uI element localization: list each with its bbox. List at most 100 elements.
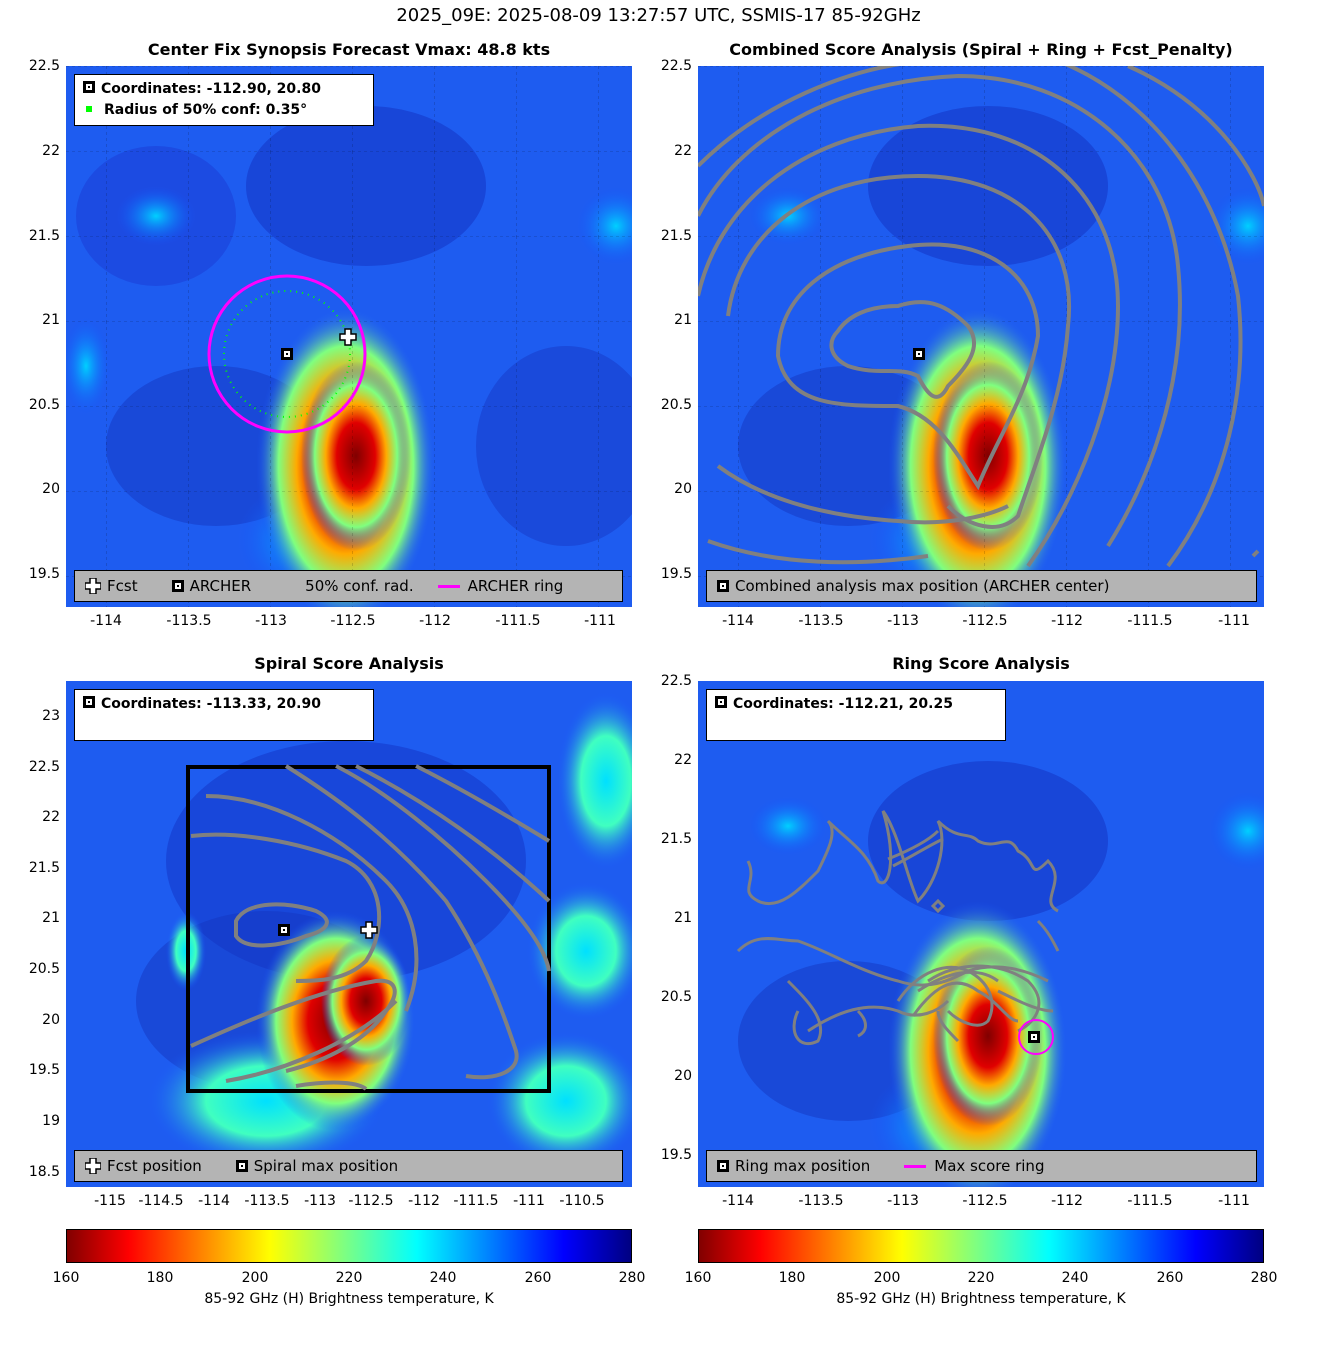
legend-conf: 50% conf. rad.	[305, 577, 414, 595]
xtick: -113	[304, 1193, 336, 1209]
ring-max-marker	[1028, 1031, 1040, 1043]
xtick: -113	[887, 613, 919, 629]
ytick: 21	[674, 910, 692, 926]
cb-tick: 200	[873, 1270, 901, 1286]
synopsis-plot: Coordinates: -112.90, 20.80 Radius of 50…	[66, 66, 632, 607]
legend-max-ring: Max score ring	[934, 1157, 1045, 1175]
synopsis-coords: Coordinates: -112.90, 20.80	[101, 81, 321, 97]
ring-info-box: Coordinates: -112.21, 20.25	[706, 689, 1006, 741]
archer-legend-icon	[171, 580, 184, 592]
xtick: -111.5	[1127, 1193, 1173, 1209]
ytick: 21.5	[660, 831, 692, 847]
ytick: 21.5	[28, 228, 60, 244]
ring-max-legend-icon	[717, 1160, 729, 1172]
xtick: -113.5	[798, 613, 844, 629]
colorbar-right	[698, 1229, 1264, 1263]
cb-tick: 240	[1061, 1270, 1089, 1286]
legend-spiral-max: Spiral max position	[253, 1157, 399, 1175]
xtick: -112.5	[348, 1193, 394, 1209]
ytick: 21.5	[28, 860, 60, 876]
figure-title: 2025_09E: 2025-08-09 13:27:57 UTC, SSMIS…	[396, 5, 921, 26]
ring-contours	[736, 810, 1060, 1046]
combined-heatmap	[698, 66, 1264, 607]
spiral-fcst-marker	[360, 921, 378, 939]
ytick: 20	[42, 481, 60, 497]
synopsis-heatmap	[66, 66, 632, 607]
xtick: -112	[1051, 1193, 1083, 1209]
ytick: 20.5	[28, 961, 60, 977]
max-ring-legend-icon	[904, 1164, 927, 1168]
ytick: 21	[674, 312, 692, 328]
ytick: 22	[674, 752, 692, 768]
ytick: 22	[42, 809, 60, 825]
combined-max-marker	[913, 348, 925, 360]
max-score-ring	[1018, 1019, 1054, 1055]
spiral-fcst-legend-icon	[84, 1157, 102, 1175]
colorbar-left-label: 85-92 GHz (H) Brightness temperature, K	[204, 1291, 494, 1307]
combined-legend: Combined analysis max position (ARCHER c…	[706, 570, 1257, 602]
xtick: -111.5	[495, 613, 541, 629]
spiral-contours	[190, 764, 551, 1091]
colorbar-left	[66, 1229, 632, 1263]
combined-plot: Combined analysis max position (ARCHER c…	[698, 66, 1264, 607]
spiral-plot: Coordinates: -113.33, 20.90 Fcst positio…	[66, 681, 632, 1187]
cb-tick: 160	[684, 1270, 712, 1286]
combined-contours	[698, 66, 1264, 568]
cb-tick: 200	[241, 1270, 269, 1286]
colorbar-right-label: 85-92 GHz (H) Brightness temperature, K	[836, 1291, 1126, 1307]
ytick: 21	[42, 312, 60, 328]
legend-ring: ARCHER ring	[467, 577, 564, 595]
cb-tick: 280	[618, 1270, 646, 1286]
cb-tick: 280	[1250, 1270, 1278, 1286]
xtick: -114	[198, 1193, 230, 1209]
ring-legend-icon	[437, 584, 460, 588]
xtick: -113.5	[798, 1193, 844, 1209]
ytick: 19.5	[28, 1062, 60, 1078]
spiral-legend: Fcst position Spiral max position	[74, 1150, 623, 1182]
xtick: -111	[584, 613, 616, 629]
xtick: -114	[722, 1193, 754, 1209]
synopsis-title: Center Fix Synopsis Forecast Vmax: 48.8 …	[147, 40, 551, 59]
legend-ring-max: Ring max position	[735, 1157, 871, 1175]
ytick: 21.5	[660, 228, 692, 244]
xtick: -112	[1051, 613, 1083, 629]
xtick: -114.5	[138, 1193, 184, 1209]
synopsis-radius: Radius of 50% conf: 0.35°	[104, 102, 308, 118]
xtick: -113.5	[166, 613, 212, 629]
xtick: -110.5	[559, 1193, 605, 1209]
combined-legend-icon	[717, 580, 729, 592]
ytick: 22.5	[28, 58, 60, 74]
legend-fcst: Fcst	[107, 577, 138, 595]
ring-title: Ring Score Analysis	[892, 654, 1070, 673]
xtick: -113.5	[244, 1193, 290, 1209]
ytick: 22.5	[660, 58, 692, 74]
spiral-coords: Coordinates: -113.33, 20.90	[101, 696, 321, 712]
ring-plot: Coordinates: -112.21, 20.25 Ring max pos…	[698, 681, 1264, 1187]
cb-tick: 180	[778, 1270, 806, 1286]
cb-tick: 220	[335, 1270, 363, 1286]
ytick: 19.5	[660, 566, 692, 582]
cb-tick: 260	[1156, 1270, 1184, 1286]
ytick: 20.5	[28, 397, 60, 413]
ring-legend: Ring max position Max score ring	[706, 1150, 1257, 1182]
ring-coords: Coordinates: -112.21, 20.25	[733, 696, 953, 712]
fcst-marker	[339, 328, 357, 346]
cb-tick: 240	[429, 1270, 457, 1286]
xtick: -111.5	[453, 1193, 499, 1209]
cb-tick: 160	[52, 1270, 80, 1286]
xtick: -114	[722, 613, 754, 629]
ytick: 18.5	[28, 1164, 60, 1180]
spiral-max-marker	[278, 924, 290, 936]
spiral-heatmap	[66, 681, 632, 1187]
fcst-legend-icon	[84, 577, 102, 595]
ytick: 20	[674, 1068, 692, 1084]
conf-radius-circle	[223, 290, 351, 418]
combined-legend-text: Combined analysis max position (ARCHER c…	[735, 577, 1110, 595]
ytick: 22.5	[28, 759, 60, 775]
ytick: 19	[42, 1113, 60, 1129]
spiral-title: Spiral Score Analysis	[254, 654, 444, 673]
xtick: -113	[887, 1193, 919, 1209]
xtick: -112	[419, 613, 451, 629]
ytick: 21	[42, 910, 60, 926]
xtick: -111	[1218, 613, 1250, 629]
